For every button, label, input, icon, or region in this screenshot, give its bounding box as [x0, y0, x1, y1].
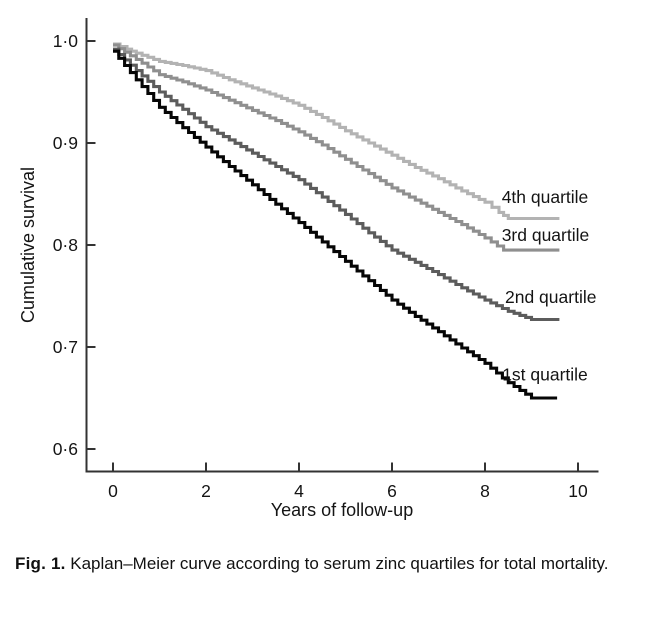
figure-caption-label: Fig. 1.	[15, 554, 66, 573]
x-tick-label: 8	[480, 481, 490, 501]
series-label-4th-quartile: 4th quartile	[502, 187, 589, 207]
series-label-1st-quartile: 1st quartile	[502, 365, 588, 385]
figure-caption: Fig. 1. Kaplan–Meier curve according to …	[15, 551, 615, 577]
x-tick-label: 2	[201, 481, 211, 501]
series-label-2nd-quartile: 2nd quartile	[505, 287, 596, 307]
x-tick-label: 10	[568, 481, 588, 501]
y-tick-label: 0·9	[53, 133, 78, 153]
series-line-2nd-quartile	[113, 47, 560, 322]
chart-canvas: 1·0 0·9 0·8 0·7 0·6 0 2 4 6 8 10 4th quartile 3rd …	[18, 18, 599, 520]
x-axis-ticks: 0 2 4 6 8 10	[108, 462, 588, 501]
x-tick-label: 4	[294, 481, 304, 501]
figure-caption-text: Kaplan–Meier curve according to serum zi…	[70, 554, 609, 573]
x-axis-title: Years of follow-up	[271, 500, 413, 520]
curve-labels: 4th quartile 3rd quartile 2nd quartile 1st …	[502, 187, 597, 384]
y-axis-title: Cumulative survival	[18, 167, 38, 323]
series-label-3rd-quartile: 3rd quartile	[502, 225, 590, 245]
series-line-4th-quartile	[113, 42, 560, 221]
x-tick-label: 6	[387, 481, 397, 501]
y-tick-label: 0·8	[53, 235, 78, 255]
series-line-1st-quartile	[113, 49, 558, 400]
x-tick-label: 0	[108, 481, 118, 501]
y-axis-ticks: 1·0 0·9 0·8 0·7 0·6	[53, 31, 96, 459]
kaplan-meier-chart: 1·0 0·9 0·8 0·7 0·6 0 2 4 6 8 10 4th quartile 3rd …	[18, 18, 599, 520]
series-line-3rd-quartile	[113, 43, 560, 252]
y-tick-label: 0·7	[53, 337, 78, 357]
survival-curves	[113, 42, 560, 400]
y-tick-label: 0·6	[53, 439, 78, 459]
y-tick-label: 1·0	[53, 31, 79, 51]
